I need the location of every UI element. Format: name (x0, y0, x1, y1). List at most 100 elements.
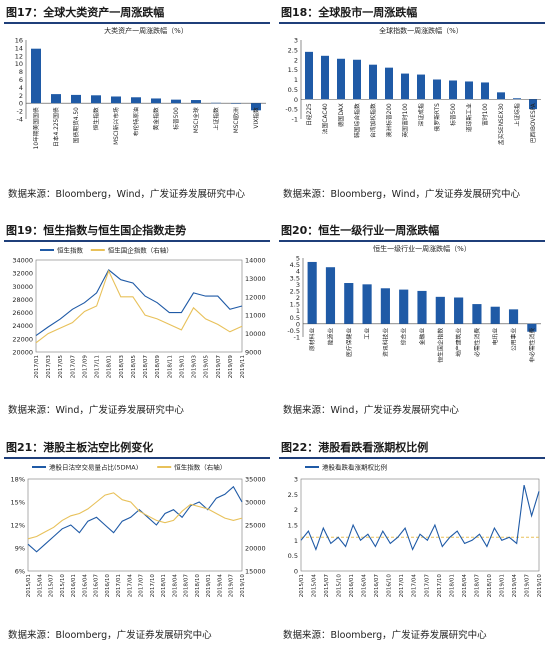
x-tick-label: 医疗保健业 (345, 328, 353, 357)
bar (433, 79, 441, 100)
y-tick-label: -1 (294, 334, 300, 342)
bar (211, 102, 221, 104)
x-tick-label: 富时100 (481, 103, 489, 126)
x-tick-label: 2016/10 (387, 574, 393, 598)
panel-header: 图21：港股主板沽空比例变化 (4, 437, 270, 459)
y-tick-label: 14 (15, 44, 23, 52)
x-tick-label: 2016/01 (349, 574, 355, 598)
panel-fig21: 图21：港股主板沽空比例变化 6% 9% 12% 15% 18% 15000 20000 25… (4, 435, 274, 645)
x-tick-label: 恒生指数 (92, 107, 100, 130)
y-tick-label: 0 (19, 100, 23, 108)
x-tick-label: 上证指数 (212, 107, 220, 130)
y-tick-label: 6 (19, 76, 23, 84)
bar (385, 67, 393, 100)
x-tick-label: 金融业 (418, 328, 426, 346)
y-tick-label-left: 34000 (12, 257, 33, 265)
chart-fig18: 全球指数一周涨跌幅（%） -1 -0.5 0 0.5 1 1.5 2 2.53 日经225 法国CA… (285, 26, 541, 145)
chart-title: 大类资产一周涨跌幅（%） (104, 26, 188, 35)
x-tick-label: MSCI新兴市场 (112, 107, 120, 145)
y-tick-label-right: 35000 (245, 476, 266, 484)
x-tick-label: 上证综指 (513, 103, 521, 126)
source-note: 数据来源：Wind，广发证券发展研究中心 (283, 405, 459, 416)
y-tick-label-left: 20000 (12, 349, 33, 357)
y-tick-label-left: 9% (15, 545, 25, 553)
y-tick-label: 1.5 (290, 301, 300, 309)
x-tick-label: 澳洲标普200 (385, 103, 393, 138)
y-tick-label-left: 30000 (12, 283, 33, 291)
y-tick-label-left: 18% (11, 476, 25, 484)
y-tick-label-right: 12000 (245, 293, 266, 301)
y-tick-label: 0.5 (290, 314, 300, 322)
x-tick-label: 2018/07 (143, 355, 149, 379)
x-tick-label: 10年期美国国债 (32, 107, 40, 149)
bar (449, 80, 457, 100)
chart-title: 全球指数一周涨跌幅（%） (379, 26, 463, 35)
x-tick-label: 2015/10 (337, 574, 343, 598)
x-tick-label: 2019/05 (204, 355, 210, 379)
x-tick-label: 2017/07 (424, 574, 430, 598)
x-tick-label: 2018/07 (474, 574, 480, 598)
x-tick-label: 2017/05 (58, 355, 64, 379)
x-tick-label: 国债期货4.50 (72, 107, 80, 143)
bar (454, 297, 464, 324)
x-tick-label: MSCI欧洲 (232, 107, 240, 133)
y-tick-label-left: 1.5 (288, 522, 298, 530)
x-tick-label: 2019/11 (240, 355, 246, 379)
x-tick-label: 2015/01 (26, 574, 32, 598)
panel-heading: 图22：港股看跌看涨期权比例 (281, 441, 429, 454)
y-tick-label-left: 24000 (12, 322, 33, 330)
y-tick-label: 2 (294, 56, 298, 64)
bar (508, 309, 519, 324)
y-tick-label-left: 3 (294, 476, 298, 484)
x-tick-label: 2018/11 (167, 355, 173, 379)
panel-heading: 图17：全球大类资产一周涨跌幅 (6, 6, 165, 19)
legend-label: 恒生国企指数（右轴） (108, 246, 173, 255)
x-tick-label: 2018/09 (155, 355, 161, 379)
x-tick-label: 道琼斯工业 (465, 103, 473, 132)
chart-title: 恒生一级行业一周涨跌幅（%） (373, 244, 471, 253)
y-tick-label: 0 (294, 96, 298, 104)
plot-frame (300, 478, 540, 572)
panel-fig18: 图18：全球股市一周涨跌幅 全球指数一周涨跌幅（%） -1 -0.5 0 0.5 1 1.5… (279, 0, 549, 210)
bar (251, 103, 261, 111)
bar (337, 58, 345, 100)
x-tick-label: 2015/04 (37, 574, 43, 598)
y-tick-label: 2.5 (290, 287, 300, 295)
panel-header: 图22：港股看跌看涨期权比例 (279, 437, 545, 459)
y-tick-label-left: 15% (11, 499, 25, 507)
y-tick-label: 2 (296, 294, 300, 302)
x-tick-label: 黄金指数 (152, 107, 160, 130)
x-tick-label: 2016/04 (362, 574, 368, 598)
x-tick-label: 2019/07 (216, 355, 222, 379)
y-tick-label-left: 32000 (12, 270, 33, 278)
series-line (35, 269, 243, 337)
bar (305, 51, 313, 100)
source-note: 数据来源：Bloomberg，Wind，广发证券发展研究中心 (8, 189, 246, 200)
bar (51, 94, 61, 104)
y-tick-label-right: 25000 (245, 522, 266, 530)
x-tick-label: 2018/04 (462, 574, 468, 598)
x-tick-label: VIX指数 (252, 107, 260, 128)
x-tick-label: 2019/10 (537, 574, 543, 598)
panel-heading: 图18：全球股市一周涨跌幅 (281, 6, 418, 19)
bar (71, 94, 81, 104)
x-tick-label: 2017/10 (150, 574, 156, 598)
x-tick-label: 2018/04 (172, 574, 178, 598)
y-tick-label-right: 20000 (245, 545, 266, 553)
bar (362, 284, 372, 324)
y-tick-label-right: 13000 (245, 275, 266, 283)
y-tick-label-left: 2 (294, 506, 298, 514)
x-tick-label: 能源业 (326, 328, 334, 346)
panel-header: 图17：全球大类资产一周涨跌幅 (4, 2, 270, 24)
panel-heading: 图21：港股主板沽空比例变化 (6, 441, 154, 454)
x-tick-label: 2015/10 (60, 574, 66, 598)
source-note: 数据来源：Bloomberg，广发证券发展研究中心 (8, 630, 212, 641)
y-tick-label-left: 6% (15, 568, 25, 576)
x-tick-label: 深证成指 (417, 103, 425, 126)
y-tick-label: 2.5 (288, 46, 298, 54)
x-tick-label: 必需性消费 (473, 328, 481, 357)
x-tick-label: 2018/07 (184, 574, 190, 598)
x-tick-label: 原材料业 (308, 328, 316, 351)
x-tick-label: 2017/01 (116, 574, 122, 598)
bar (399, 289, 409, 324)
